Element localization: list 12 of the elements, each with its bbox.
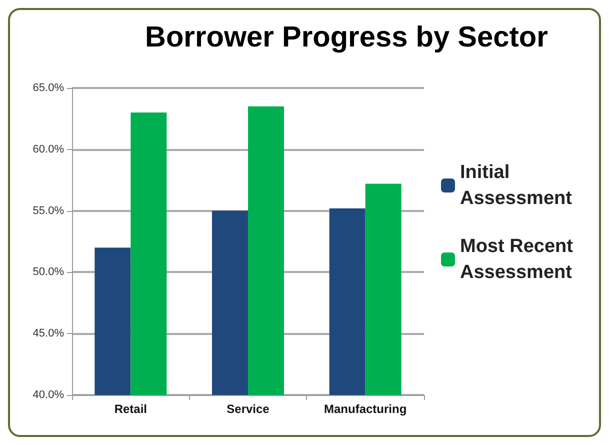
x-tick-label: Manufacturing [324, 402, 407, 416]
legend-label: Most Recent Assessment [460, 236, 578, 283]
y-tick-label: 65.0% [32, 82, 64, 94]
x-tick-label: Retail [114, 402, 148, 416]
y-tick-label: 50.0% [32, 266, 64, 278]
chart-title: Borrower Progress by Sector [145, 22, 548, 54]
y-tick-label: 55.0% [32, 204, 64, 217]
y-tick-label: 45.0% [32, 328, 64, 340]
y-tick-label: 40.0% [32, 389, 64, 401]
legend-label: Initial Assessment [460, 162, 573, 209]
y-tick-label: 60.0% [32, 143, 64, 156]
x-tick-label: Service [226, 402, 270, 416]
